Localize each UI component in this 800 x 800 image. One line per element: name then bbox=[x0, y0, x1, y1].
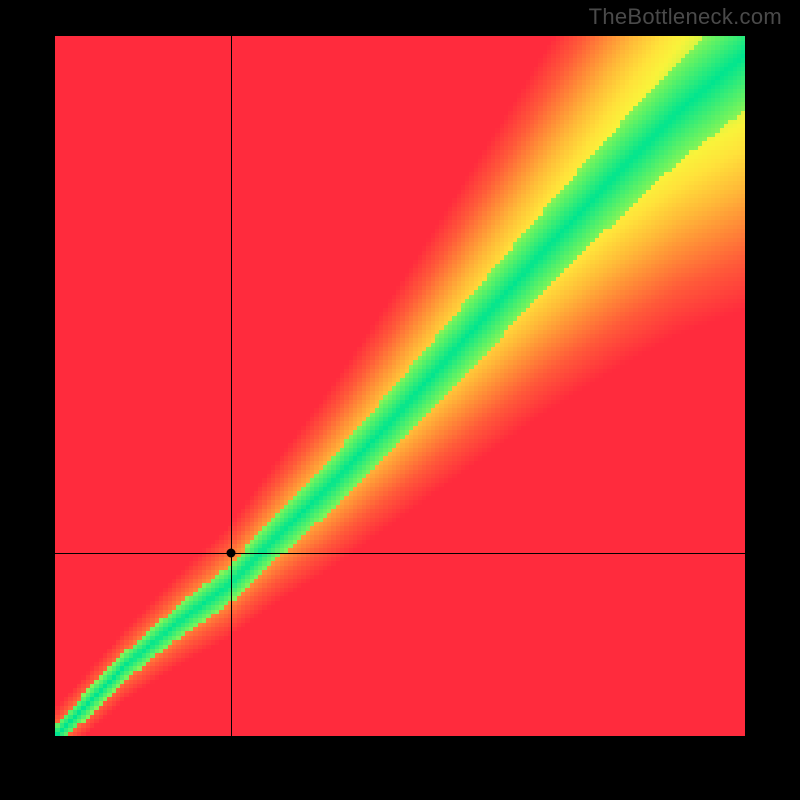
crosshair-horizontal bbox=[55, 553, 745, 554]
figure-container: TheBottleneck.com bbox=[0, 0, 800, 800]
crosshair-vertical bbox=[231, 36, 232, 736]
crosshair-marker bbox=[226, 548, 235, 557]
heatmap-canvas bbox=[55, 36, 745, 736]
heatmap-plot bbox=[55, 36, 745, 736]
watermark-text: TheBottleneck.com bbox=[589, 4, 782, 30]
